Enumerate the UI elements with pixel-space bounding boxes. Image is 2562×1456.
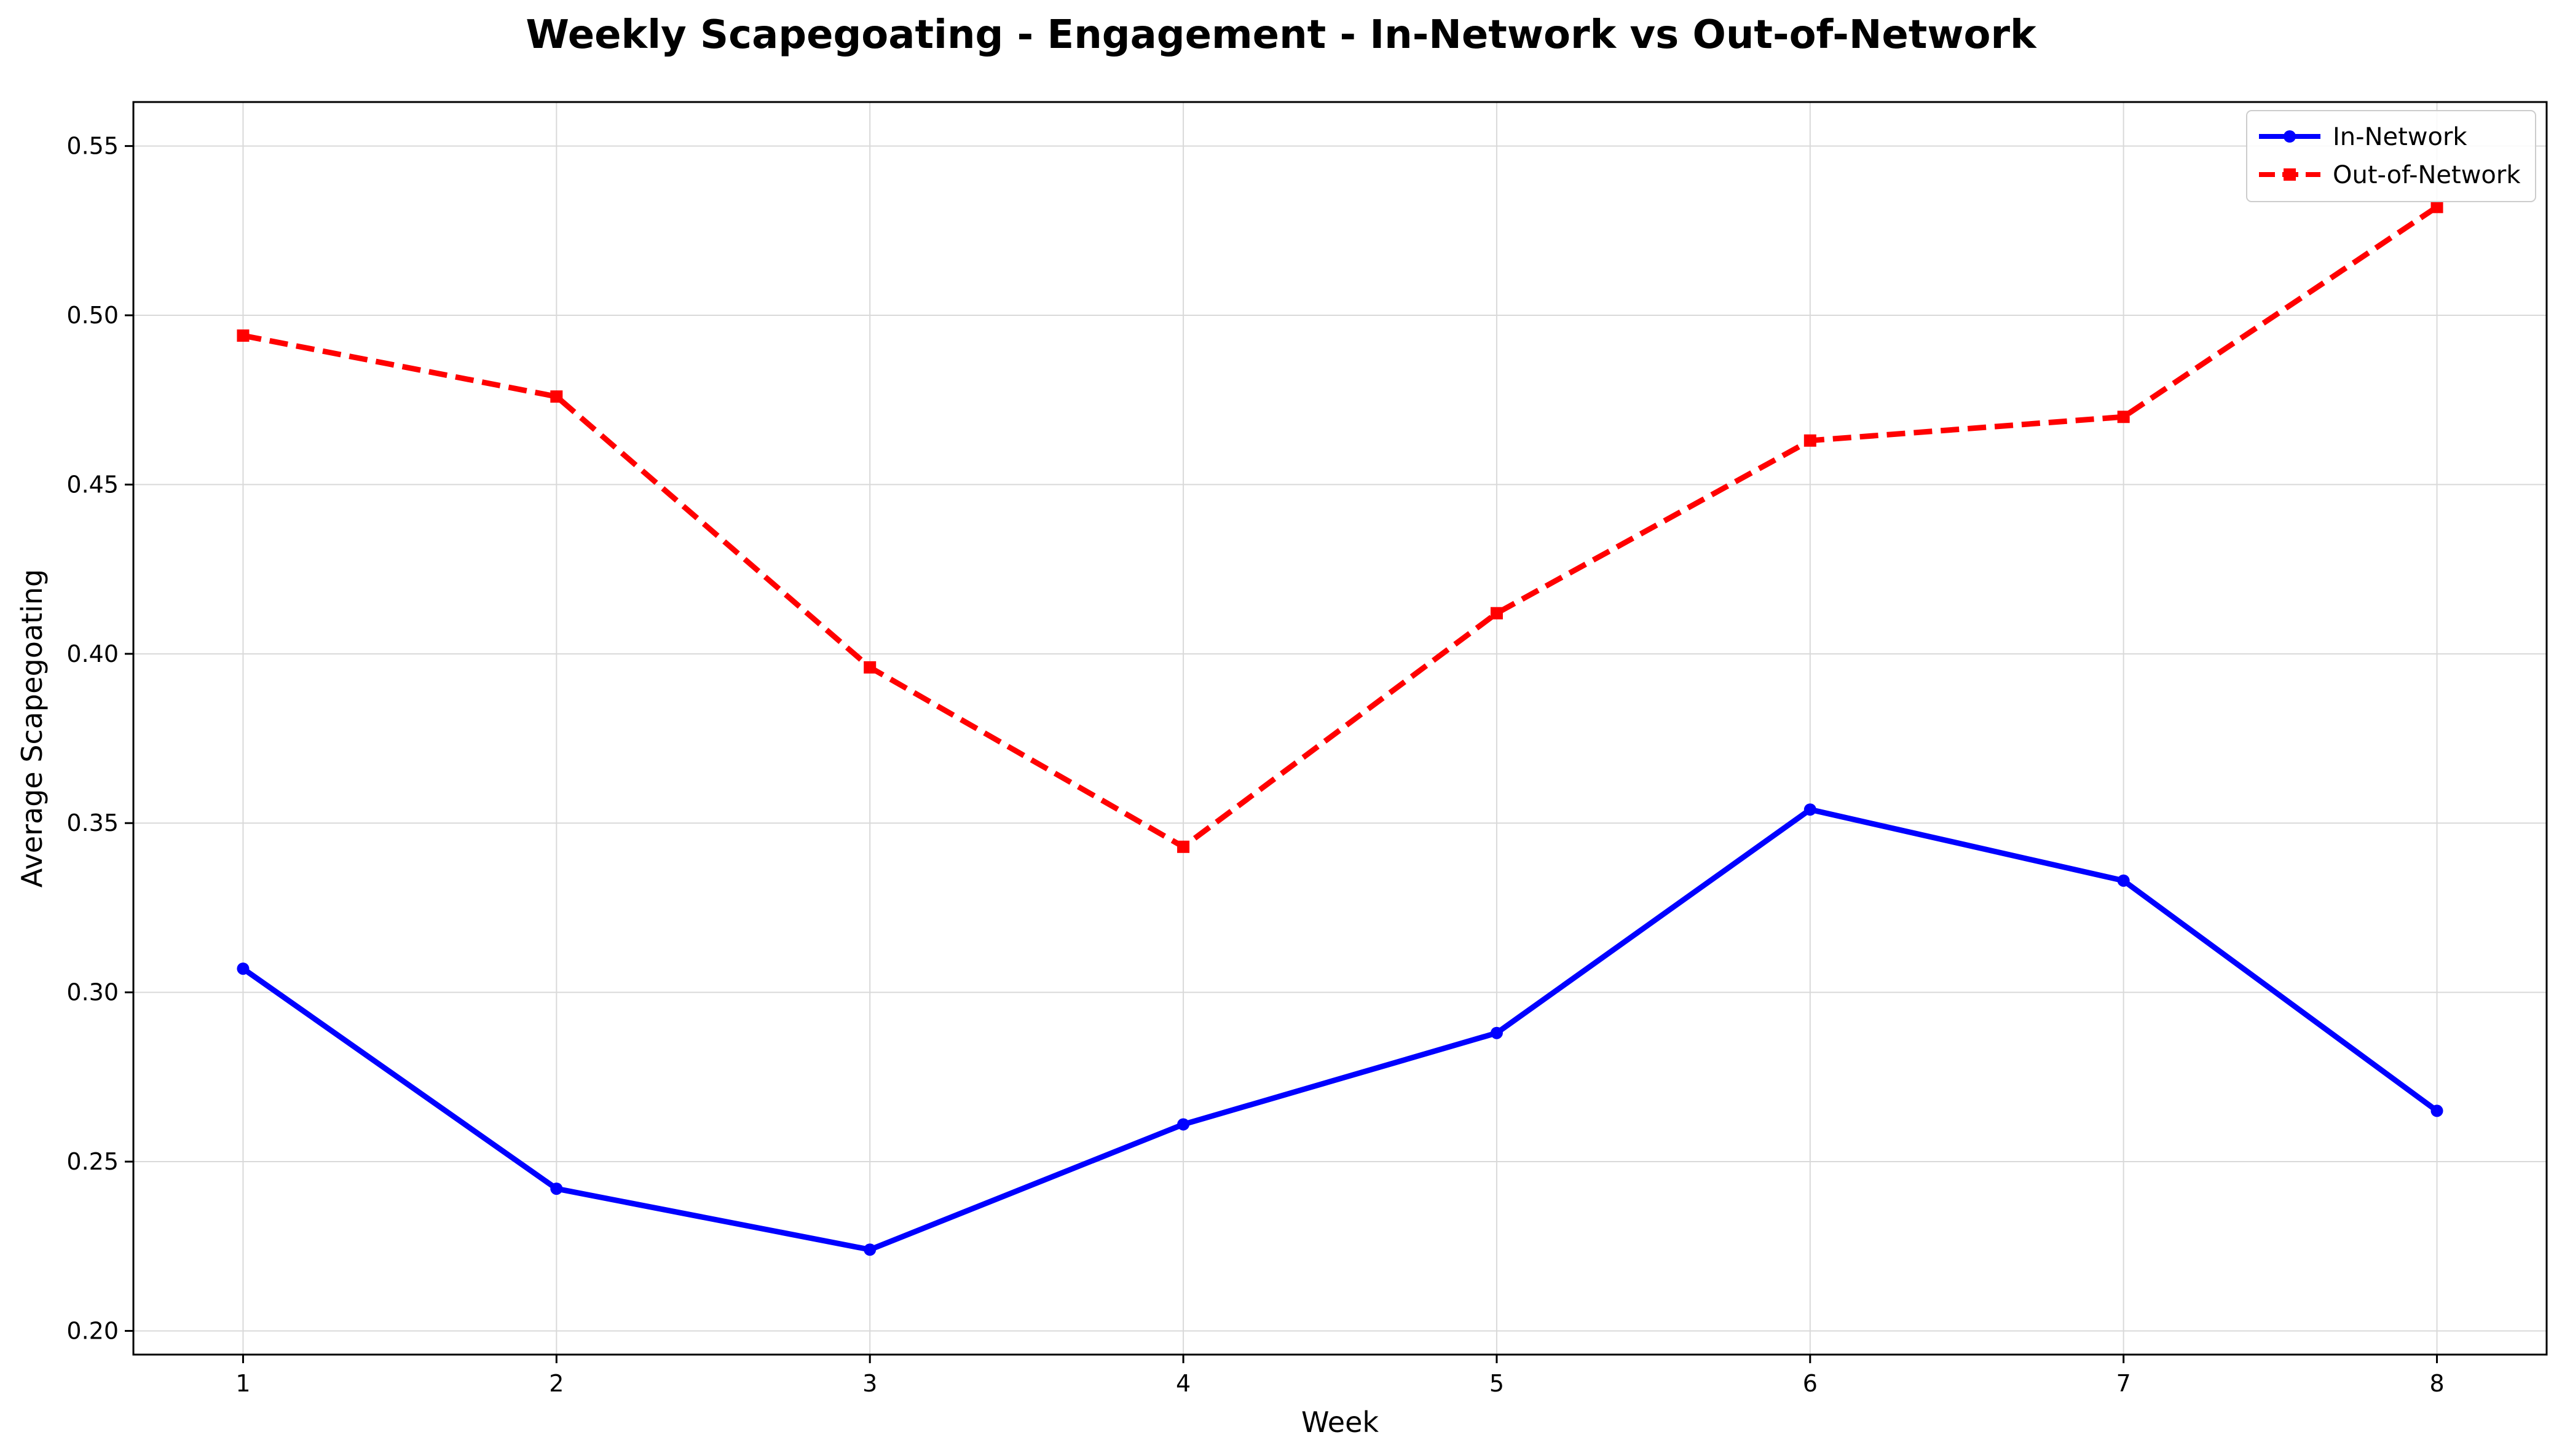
data-point-in-network	[1490, 1026, 1503, 1039]
x-tick-label: 4	[1176, 1370, 1191, 1397]
legend-marker-out-of-network	[2284, 168, 2296, 181]
data-point-out-of-network	[2430, 200, 2443, 213]
x-tick-label: 6	[1803, 1370, 1818, 1397]
chart-title: Weekly Scapegoating - Engagement - In-Ne…	[526, 12, 2037, 58]
y-axis-ticks: 0.20 0.25 0.30 0.35 0.40 0.45 0.50 0.55	[66, 133, 133, 1344]
y-tick-label: 0.35	[66, 809, 119, 836]
data-point-in-network	[2430, 1104, 2443, 1117]
series-line-out-of-network	[242, 205, 2439, 850]
data-point-out-of-network	[1490, 607, 1503, 620]
legend-marker-in-network	[2284, 130, 2296, 143]
series-line-in-network	[241, 806, 2439, 1253]
data-point-out-of-network	[864, 661, 877, 674]
y-tick-label: 0.55	[66, 133, 119, 160]
data-point-out-of-network	[550, 390, 563, 403]
data-point-in-network	[550, 1183, 563, 1195]
data-point-out-of-network	[237, 329, 250, 342]
data-point-out-of-network	[1177, 840, 1190, 853]
legend-box	[2246, 110, 2536, 202]
data-point-in-network	[237, 962, 250, 975]
x-tick-label: 1	[235, 1370, 250, 1397]
grid-lines	[133, 102, 2547, 1355]
legend-label-in-network: In-Network	[2333, 123, 2467, 151]
data-point-out-of-network	[2117, 411, 2130, 423]
data-point-in-network	[1803, 803, 1816, 816]
x-axis-label: Week	[1301, 1406, 1379, 1439]
data-point-in-network	[1177, 1118, 1190, 1131]
x-axis-ticks: 1 2 3 4 5 6 7 8	[235, 1355, 2445, 1397]
legend-label-out-of-network: Out-of-Network	[2333, 161, 2521, 189]
x-tick-label: 2	[549, 1370, 564, 1397]
y-axis-label: Average Scapegoating	[15, 569, 49, 887]
y-tick-label: 0.20	[66, 1317, 119, 1344]
x-tick-label: 7	[2116, 1370, 2131, 1397]
x-tick-label: 3	[862, 1370, 877, 1397]
y-tick-label: 0.25	[66, 1148, 119, 1175]
y-tick-label: 0.40	[66, 640, 119, 667]
series-lines	[237, 200, 2443, 1256]
x-tick-label: 8	[2429, 1370, 2444, 1397]
data-point-in-network	[2117, 874, 2130, 887]
plot-frame	[132, 101, 2548, 1356]
y-tick-label: 0.30	[66, 979, 119, 1006]
y-tick-label: 0.50	[66, 302, 119, 329]
x-tick-label: 5	[1489, 1370, 1504, 1397]
data-point-in-network	[864, 1243, 877, 1256]
legend: In-Network Out-of-Network	[2246, 110, 2536, 202]
data-point-out-of-network	[1803, 434, 1816, 447]
y-tick-label: 0.45	[66, 471, 119, 498]
